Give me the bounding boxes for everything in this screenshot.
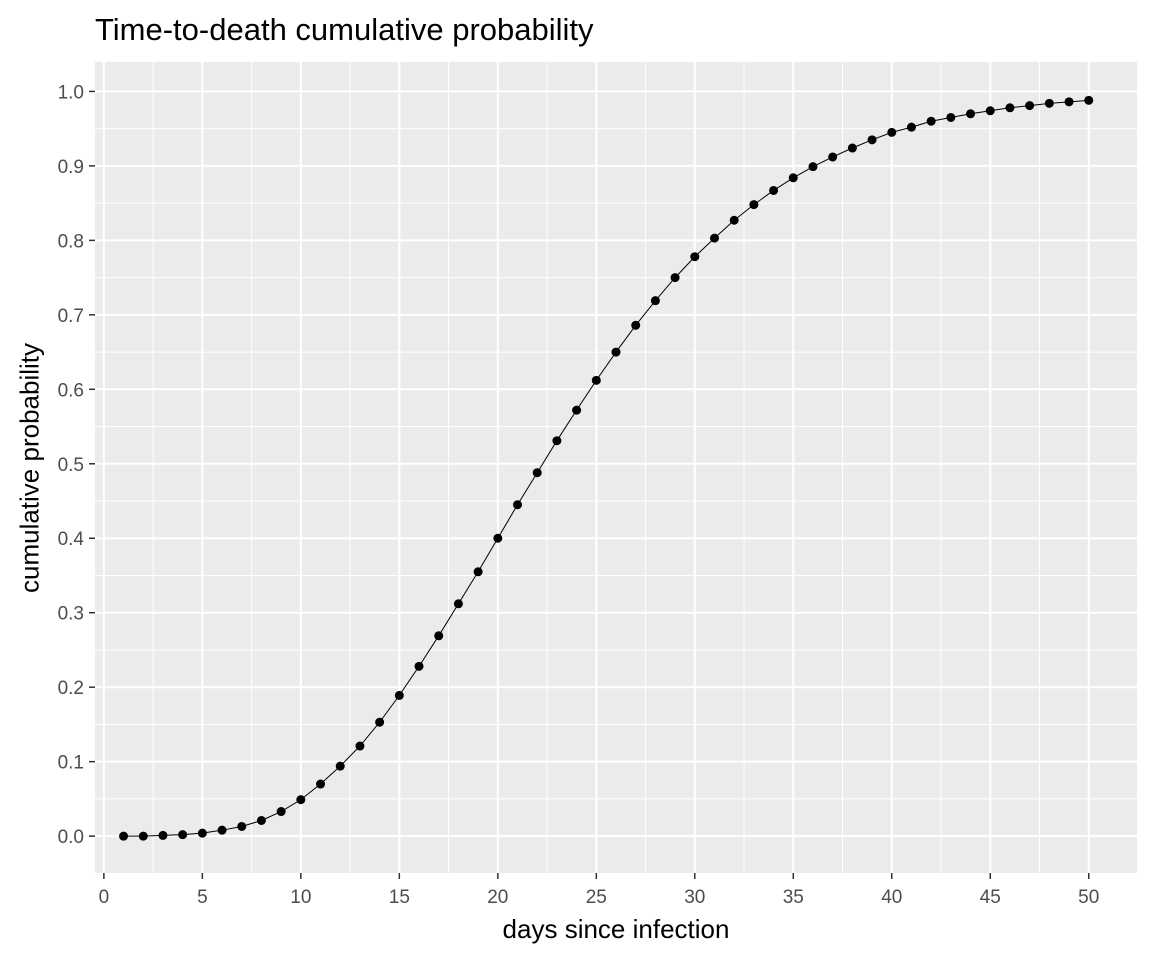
data-point — [690, 252, 700, 262]
y-tick-label: 0.0 — [58, 827, 84, 848]
data-point — [217, 825, 227, 835]
y-tick-label: 0.4 — [58, 529, 85, 550]
x-tick-label: 20 — [487, 887, 508, 908]
y-tick-label: 0.8 — [58, 231, 84, 252]
data-point — [473, 567, 483, 577]
x-tick-label: 50 — [1078, 887, 1099, 908]
data-point — [256, 815, 266, 825]
data-point — [670, 273, 680, 283]
x-tick-label: 10 — [290, 887, 311, 908]
data-point — [237, 821, 247, 831]
data-point — [650, 296, 660, 306]
data-point — [966, 109, 976, 119]
y-tick-label: 0.9 — [58, 157, 84, 178]
data-point — [532, 468, 542, 478]
data-point — [394, 690, 404, 700]
data-point — [985, 106, 995, 116]
data-point — [611, 347, 621, 357]
y-tick-label: 0.2 — [58, 678, 84, 699]
data-point — [1005, 103, 1015, 113]
y-tick-label: 0.5 — [58, 455, 84, 476]
major-gridlines — [95, 62, 1137, 873]
data-point — [591, 375, 601, 385]
data-point — [906, 122, 916, 132]
x-tick-label: 30 — [684, 887, 705, 908]
data-point — [434, 631, 444, 641]
data-point — [138, 831, 148, 841]
data-point — [709, 233, 719, 243]
chart-title: Time-to-death cumulative probability — [95, 12, 594, 47]
data-point — [453, 599, 463, 609]
x-tick-label: 15 — [389, 887, 410, 908]
data-point — [946, 112, 956, 122]
panel-background — [95, 62, 1137, 873]
data-point — [847, 143, 857, 153]
minor-gridlines — [95, 62, 1139, 873]
y-tick-label: 1.0 — [58, 82, 84, 103]
data-point — [572, 405, 582, 415]
x-axis-ticks: 0 5 10 15 20 25 30 35 40 45 50 — [99, 873, 1099, 908]
data-point — [867, 135, 877, 145]
x-tick-label: 45 — [980, 887, 1001, 908]
y-tick-label: 0.1 — [58, 753, 84, 774]
y-tick-label: 0.7 — [58, 306, 84, 327]
data-point — [1064, 97, 1074, 107]
data-point — [1025, 101, 1035, 111]
y-axis-ticks: 0.0 0.1 0.2 0.3 0.4 0.5 0.6 0.7 0.8 0.9 1.0 — [58, 82, 95, 848]
data-point — [887, 127, 897, 137]
x-tick-label: 5 — [197, 887, 208, 908]
data-point — [769, 185, 779, 195]
data-point — [355, 741, 365, 751]
data-point — [828, 152, 838, 162]
x-axis-title: days since infection — [502, 914, 730, 944]
x-tick-label: 40 — [881, 887, 902, 908]
data-point — [296, 795, 306, 805]
data-point — [729, 215, 739, 225]
y-tick-label: 0.3 — [58, 604, 84, 625]
data-point — [119, 831, 129, 841]
data-point — [375, 717, 385, 727]
data-points — [119, 95, 1094, 841]
data-point — [552, 436, 562, 446]
x-tick-label: 0 — [99, 887, 110, 908]
x-tick-label: 35 — [783, 887, 804, 908]
data-point — [335, 761, 345, 771]
data-point — [178, 830, 188, 840]
data-point — [414, 661, 424, 671]
data-point — [493, 533, 503, 543]
data-point — [316, 779, 326, 789]
data-point — [513, 500, 523, 510]
data-point — [197, 828, 207, 838]
data-point — [158, 830, 168, 840]
data-point — [808, 162, 818, 172]
data-point — [631, 320, 641, 330]
x-tick-label: 25 — [586, 887, 607, 908]
data-point — [276, 807, 286, 817]
data-point — [749, 200, 759, 210]
data-point — [1084, 95, 1094, 105]
data-point — [926, 116, 936, 126]
data-point — [1044, 98, 1054, 108]
y-tick-label: 0.6 — [58, 380, 84, 401]
data-point — [788, 173, 798, 183]
y-axis-title: cumulative probability — [14, 342, 45, 594]
